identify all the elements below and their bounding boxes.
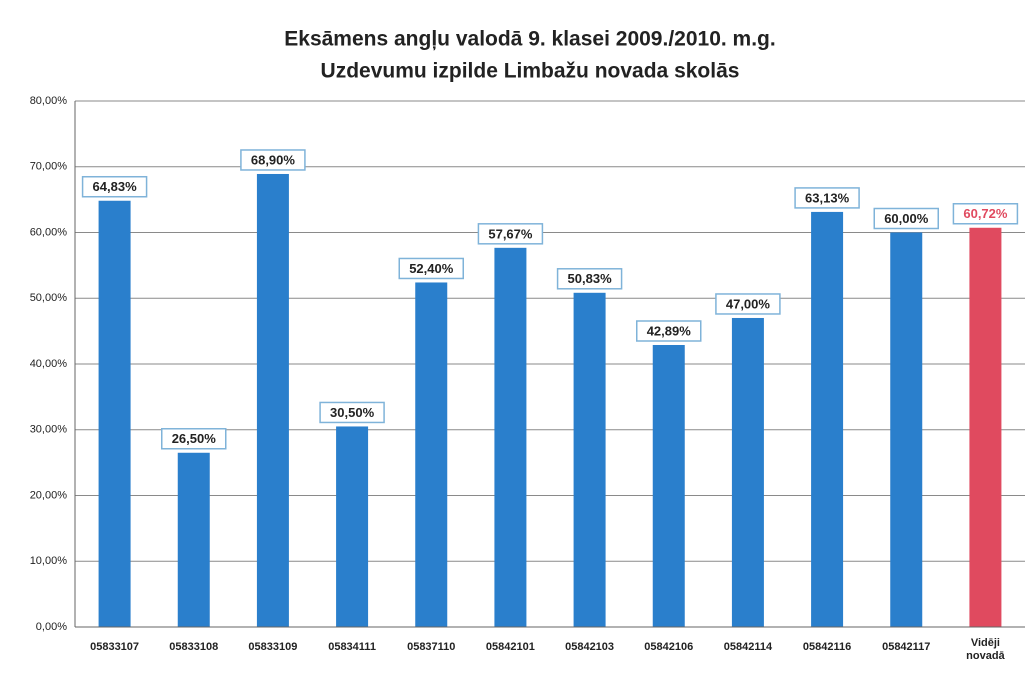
x-tick-label: 05842103 <box>565 641 615 653</box>
value-label: 42,89% <box>647 323 692 338</box>
bar <box>890 232 923 627</box>
y-tick-label: 30,00% <box>30 424 68 436</box>
bar <box>731 317 764 627</box>
bar <box>494 247 527 627</box>
value-label: 47,00% <box>726 296 771 311</box>
x-tick-label: 05842101 <box>485 641 535 653</box>
value-label-box <box>81 175 148 198</box>
value-label: 26,50% <box>172 431 217 446</box>
value-label-box <box>873 207 939 230</box>
bar <box>256 173 289 628</box>
value-label: 64,83% <box>93 179 138 194</box>
value-label: 68,90% <box>251 152 296 167</box>
x-tick-label: 05833107 <box>90 641 140 653</box>
y-tick-label: 20,00% <box>30 489 68 501</box>
chart-title: Eksāmens angļu valodā 9. klasei 2009./20… <box>284 28 775 51</box>
value-label-box <box>161 428 227 450</box>
y-tick-label: 80,00% <box>30 95 68 107</box>
value-label-box <box>398 257 464 280</box>
bar <box>811 211 844 628</box>
bar <box>98 200 131 628</box>
y-tick-label: 0,00% <box>36 621 67 633</box>
x-tick-label: 05842117 <box>882 641 931 653</box>
value-label: 60,00% <box>884 211 929 226</box>
y-tick-label: 40,00% <box>30 358 68 370</box>
x-tick-label: 05837110 <box>407 641 456 653</box>
chart-subtitle: Uzdevumu izpilde Limbažu novada skolās <box>321 60 740 83</box>
x-tick-label: 05833108 <box>169 641 219 653</box>
value-label: 57,67% <box>488 226 533 241</box>
value-label-box <box>240 149 306 171</box>
value-label-box <box>794 187 860 209</box>
value-label-box <box>556 268 623 290</box>
value-label: 60,72% <box>963 206 1008 221</box>
bar <box>415 282 448 627</box>
value-label-box <box>636 320 702 342</box>
value-label: 52,40% <box>409 261 454 276</box>
bar <box>969 227 1002 628</box>
x-tick-label: 05842114 <box>723 641 773 653</box>
y-tick-label: 10,00% <box>30 555 68 567</box>
y-tick-label: 50,00% <box>30 292 68 304</box>
value-label-box <box>715 293 781 315</box>
x-tick-label: Vidēji novadā <box>966 637 1005 662</box>
bar <box>652 344 685 627</box>
value-label-box <box>319 401 385 424</box>
x-tick-label: 05833109 <box>248 641 298 653</box>
value-label: 63,13% <box>805 190 850 205</box>
value-label: 30,50% <box>330 405 375 420</box>
bar <box>336 426 369 627</box>
value-label-box <box>477 223 544 245</box>
x-tick-label: 05842116 <box>802 641 852 653</box>
bar <box>177 452 210 627</box>
y-tick-label: 70,00% <box>30 161 68 173</box>
bar <box>573 292 606 627</box>
value-label: 50,83% <box>568 271 613 286</box>
value-label-box <box>952 203 1019 225</box>
x-tick-label: 05834111 <box>328 641 376 653</box>
y-tick-label: 60,00% <box>30 226 68 238</box>
x-tick-label: 05842106 <box>644 641 694 653</box>
